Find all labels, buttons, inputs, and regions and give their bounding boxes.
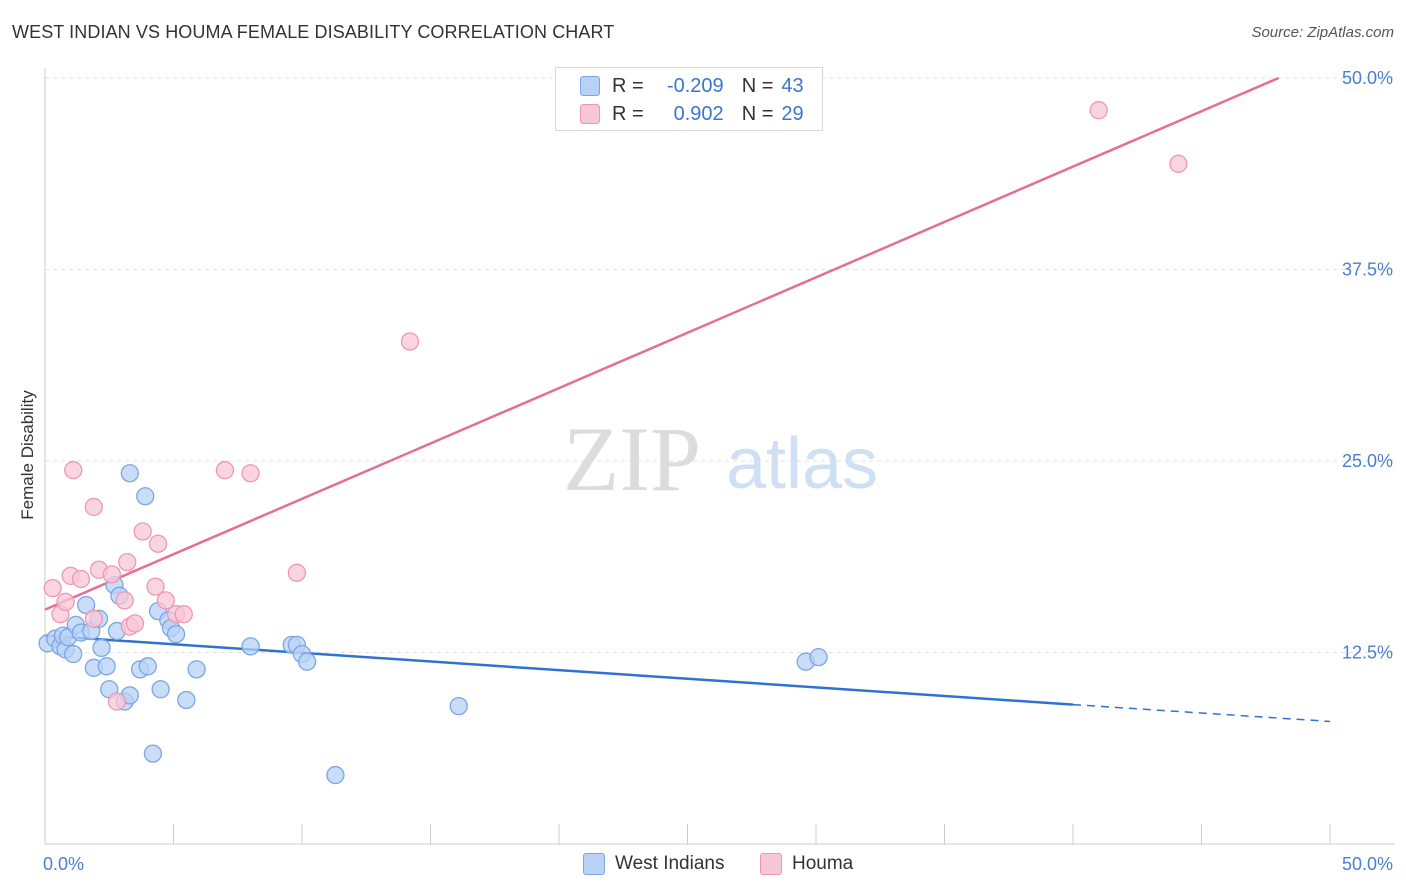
x-tick-label: 0.0% bbox=[43, 854, 84, 874]
point-west-indians bbox=[64, 644, 83, 664]
point-houma bbox=[1169, 154, 1188, 173]
point-houma bbox=[43, 579, 62, 598]
point-houma bbox=[84, 609, 103, 628]
point-houma bbox=[118, 552, 137, 572]
bottom-legend-houma: Houma bbox=[760, 852, 853, 876]
point-houma bbox=[64, 461, 83, 480]
axes bbox=[44, 68, 1395, 845]
point-houma bbox=[174, 605, 193, 624]
trend-line-west-indians bbox=[44, 634, 1074, 706]
watermark-atlas: atlas bbox=[726, 424, 878, 504]
point-west-indians bbox=[187, 660, 206, 679]
legend-n-value: 43 bbox=[781, 74, 804, 97]
watermark: ZIP atlas bbox=[563, 408, 878, 510]
source-label: Source: ZipAtlas.com bbox=[1251, 24, 1394, 41]
point-houma bbox=[1089, 101, 1108, 120]
stats-legend: R = -0.209 N = 43 R = 0.902 N = 29 bbox=[555, 67, 823, 131]
point-west-indians bbox=[136, 487, 155, 506]
legend-row-west-indians: R = -0.209 N = 43 bbox=[580, 75, 804, 97]
point-west-indians bbox=[151, 680, 170, 699]
bottom-legend-label-houma: Houma bbox=[792, 853, 854, 874]
data-points bbox=[38, 101, 1188, 785]
point-houma bbox=[148, 534, 168, 553]
legend-r-value: -0.209 bbox=[666, 74, 724, 97]
y-tick-label: 25.0% bbox=[1342, 451, 1393, 471]
point-houma bbox=[71, 569, 91, 589]
x-tick-label: 50.0% bbox=[1342, 854, 1393, 874]
tick-labels: 12.5% 25.0% 37.5% 50.0% 0.0% 50.0% bbox=[43, 68, 1393, 874]
point-west-indians bbox=[326, 765, 345, 785]
bottom-legend-west-indians: West Indians bbox=[583, 852, 724, 876]
bottom-legend-swatch-west-indians bbox=[583, 853, 605, 875]
trend-line-houma bbox=[44, 76, 1280, 611]
legend-r-label: R = bbox=[612, 74, 644, 97]
point-west-indians bbox=[297, 652, 317, 671]
point-west-indians bbox=[809, 647, 828, 667]
point-houma bbox=[287, 563, 307, 582]
bottom-legend-label-west-indians: West Indians bbox=[615, 853, 725, 874]
point-west-indians bbox=[76, 595, 96, 615]
point-houma bbox=[125, 614, 145, 633]
point-houma bbox=[133, 522, 152, 541]
trend-lines bbox=[44, 76, 1331, 723]
legend-n-label: N = bbox=[741, 102, 774, 125]
point-west-indians bbox=[449, 696, 468, 716]
point-houma bbox=[156, 591, 175, 610]
grid bbox=[45, 77, 1395, 653]
watermark-zip: ZIP bbox=[563, 408, 701, 510]
legend-n-label: N = bbox=[741, 74, 774, 97]
point-houma bbox=[56, 592, 75, 612]
bottom-legend-swatch-houma bbox=[760, 853, 782, 875]
point-houma bbox=[215, 461, 235, 480]
point-west-indians bbox=[138, 657, 157, 676]
point-west-indians bbox=[97, 657, 116, 676]
trend-line-extension-west-indians bbox=[1072, 703, 1331, 723]
legend-swatch-houma bbox=[580, 104, 600, 124]
legend-swatch-west-indians bbox=[580, 76, 600, 96]
point-houma bbox=[107, 692, 127, 711]
point-west-indians bbox=[241, 637, 260, 656]
point-west-indians bbox=[92, 638, 111, 658]
point-houma bbox=[146, 577, 165, 596]
y-tick-label: 12.5% bbox=[1342, 643, 1393, 663]
point-west-indians bbox=[177, 690, 196, 710]
point-houma bbox=[400, 332, 420, 351]
y-tick-label: 50.0% bbox=[1342, 68, 1393, 88]
legend-r-value: 0.902 bbox=[673, 102, 724, 125]
legend-n-value: 29 bbox=[781, 102, 804, 125]
point-houma bbox=[84, 497, 103, 517]
legend-r-label: R = bbox=[612, 102, 644, 125]
point-west-indians bbox=[166, 624, 186, 644]
y-tick-label: 37.5% bbox=[1342, 260, 1393, 280]
point-houma bbox=[115, 591, 134, 610]
point-west-indians bbox=[143, 744, 163, 763]
point-houma bbox=[102, 565, 121, 584]
chart-title: WEST INDIAN VS HOUMA FEMALE DISABILITY C… bbox=[12, 22, 615, 42]
point-west-indians bbox=[120, 464, 139, 483]
legend-row-houma: R = 0.902 N = 29 bbox=[580, 103, 804, 125]
point-houma bbox=[241, 464, 260, 483]
